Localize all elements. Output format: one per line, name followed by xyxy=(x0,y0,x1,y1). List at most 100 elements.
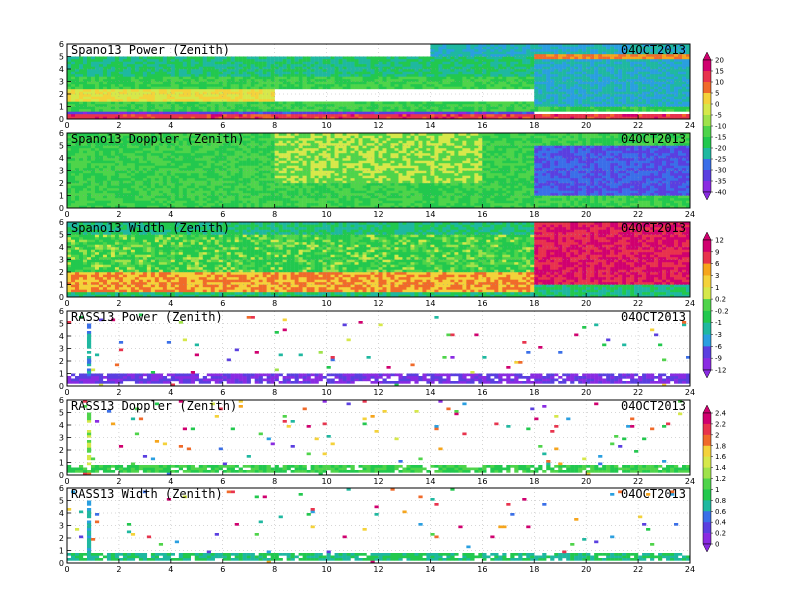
heatmap-cell xyxy=(158,76,164,80)
heatmap-cell xyxy=(94,81,100,85)
heatmap-cell xyxy=(338,101,343,105)
heatmap-cell xyxy=(482,46,487,50)
heatmap-cell xyxy=(662,71,667,75)
heatmap-cell xyxy=(650,91,655,95)
heatmap-cell xyxy=(314,64,319,67)
heatmap-cell xyxy=(294,71,299,75)
heatmap-cell xyxy=(610,61,615,65)
heatmap-cell xyxy=(454,44,459,47)
heatmap-cell xyxy=(254,81,259,85)
heatmap-cell xyxy=(94,101,100,105)
heatmap-cell xyxy=(186,168,191,171)
heatmap-cell xyxy=(646,84,651,87)
heatmap-cell xyxy=(666,59,671,62)
heatmap-cell xyxy=(662,59,667,62)
heatmap-cell xyxy=(322,79,327,82)
heatmap-cell xyxy=(70,145,76,149)
heatmap-cell xyxy=(350,114,355,117)
heatmap-cell xyxy=(190,178,195,181)
heatmap-cell xyxy=(202,101,207,105)
heatmap-cell xyxy=(310,114,315,117)
heatmap-cell xyxy=(554,49,559,52)
heatmap-cell xyxy=(98,111,104,115)
heatmap-cell xyxy=(106,160,112,164)
heatmap-cell xyxy=(198,56,203,60)
heatmap-cell xyxy=(130,175,136,179)
heatmap-cell xyxy=(494,74,499,77)
heatmap-cell xyxy=(634,99,639,102)
heatmap-cell xyxy=(234,89,239,92)
heatmap-cell xyxy=(194,101,199,105)
heatmap-cell xyxy=(94,183,100,186)
heatmap-cell xyxy=(226,71,231,75)
heatmap-cell xyxy=(110,74,116,77)
y-tick-label: 0 xyxy=(59,115,64,124)
heatmap-cell xyxy=(98,109,104,112)
heatmap-cell xyxy=(670,91,675,95)
heatmap-cell xyxy=(134,111,140,115)
heatmap-cell xyxy=(466,51,471,55)
heatmap-cell xyxy=(314,104,319,107)
heatmap-cell xyxy=(682,99,687,102)
heatmap-cell xyxy=(318,76,323,80)
heatmap-cell xyxy=(462,54,467,57)
heatmap-cell xyxy=(662,81,667,85)
heatmap-cell xyxy=(78,185,84,189)
heatmap-cell xyxy=(642,81,647,85)
heatmap-cell xyxy=(226,106,231,110)
heatmap-cell xyxy=(338,109,343,112)
heatmap-cell xyxy=(346,79,351,82)
heatmap-cell xyxy=(630,106,635,110)
heatmap-cell xyxy=(250,94,255,97)
heatmap-cell xyxy=(398,86,403,90)
heatmap-cell xyxy=(182,150,187,154)
heatmap-cell xyxy=(386,74,391,77)
heatmap-cell xyxy=(266,89,271,92)
heatmap-cell xyxy=(102,188,108,191)
heatmap-cell xyxy=(530,109,535,112)
heatmap-cell xyxy=(130,81,136,85)
heatmap-cell xyxy=(314,69,319,72)
heatmap-cell xyxy=(206,56,211,60)
heatmap-cell xyxy=(502,101,507,105)
heatmap-cell xyxy=(626,46,631,50)
heatmap-cell xyxy=(494,71,499,75)
heatmap-cell xyxy=(374,64,379,67)
heatmap-cell xyxy=(638,49,643,52)
heatmap-cell xyxy=(426,79,431,82)
heatmap-cell xyxy=(142,155,148,159)
heatmap-cell xyxy=(470,104,475,107)
heatmap-cell xyxy=(174,195,180,199)
heatmap-cell xyxy=(466,46,471,50)
heatmap-cell xyxy=(118,59,124,62)
heatmap-cell xyxy=(490,109,495,112)
heatmap-cell xyxy=(538,49,543,52)
heatmap-cell xyxy=(298,86,303,90)
heatmap-cell xyxy=(582,59,587,62)
heatmap-cell xyxy=(118,61,124,65)
heatmap-cell xyxy=(130,116,136,120)
heatmap-cell xyxy=(490,71,495,75)
heatmap-cell xyxy=(238,64,243,67)
heatmap-cell xyxy=(602,94,607,97)
heatmap-cell xyxy=(230,106,235,110)
heatmap-cell xyxy=(110,158,116,161)
heatmap-cell xyxy=(594,46,599,50)
heatmap-cell xyxy=(614,99,619,102)
heatmap-cell xyxy=(686,59,691,62)
heatmap-cell xyxy=(70,135,76,139)
heatmap-cell xyxy=(322,86,327,90)
heatmap-cell xyxy=(478,56,483,60)
heatmap-cell xyxy=(646,99,651,102)
heatmap-cell xyxy=(146,56,152,60)
heatmap-cell xyxy=(434,74,439,77)
heatmap-cell xyxy=(166,145,172,149)
heatmap-cell xyxy=(67,111,72,115)
heatmap-cell xyxy=(118,148,124,151)
heatmap-cell xyxy=(682,56,687,60)
heatmap-cell xyxy=(190,180,195,184)
heatmap-cell xyxy=(550,69,555,72)
heatmap-cell xyxy=(74,148,80,151)
heatmap-cell xyxy=(174,114,180,117)
heatmap-cell xyxy=(314,86,319,90)
